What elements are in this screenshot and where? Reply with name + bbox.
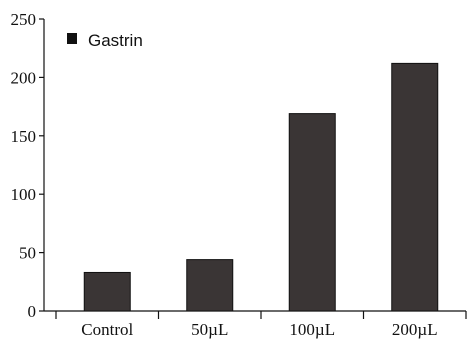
legend-label: Gastrin [88,31,143,50]
y-axis: 0 50 100 150 200 250 [11,10,45,321]
y-tick-label: 100 [11,185,37,204]
y-tick-label: 50 [19,244,36,263]
x-axis: Control 50µL 100µL 200µL [44,310,467,339]
bar-1 [83,271,131,312]
bar-4 [391,62,439,312]
bar-2 [186,259,234,312]
bars [83,62,439,312]
y-tick-label: 0 [28,302,37,321]
y-tick-label: 150 [11,127,37,146]
y-tick-label: 250 [11,10,37,29]
bar-3 [288,113,336,312]
x-tick-label: 100µL [289,320,335,339]
x-tick-label: 200µL [392,320,438,339]
y-tick-label: 200 [11,68,37,87]
x-tick-label: Control [81,320,133,339]
legend: Gastrin [67,31,143,50]
x-tick-label: 50µL [191,320,228,339]
legend-swatch [67,33,77,44]
